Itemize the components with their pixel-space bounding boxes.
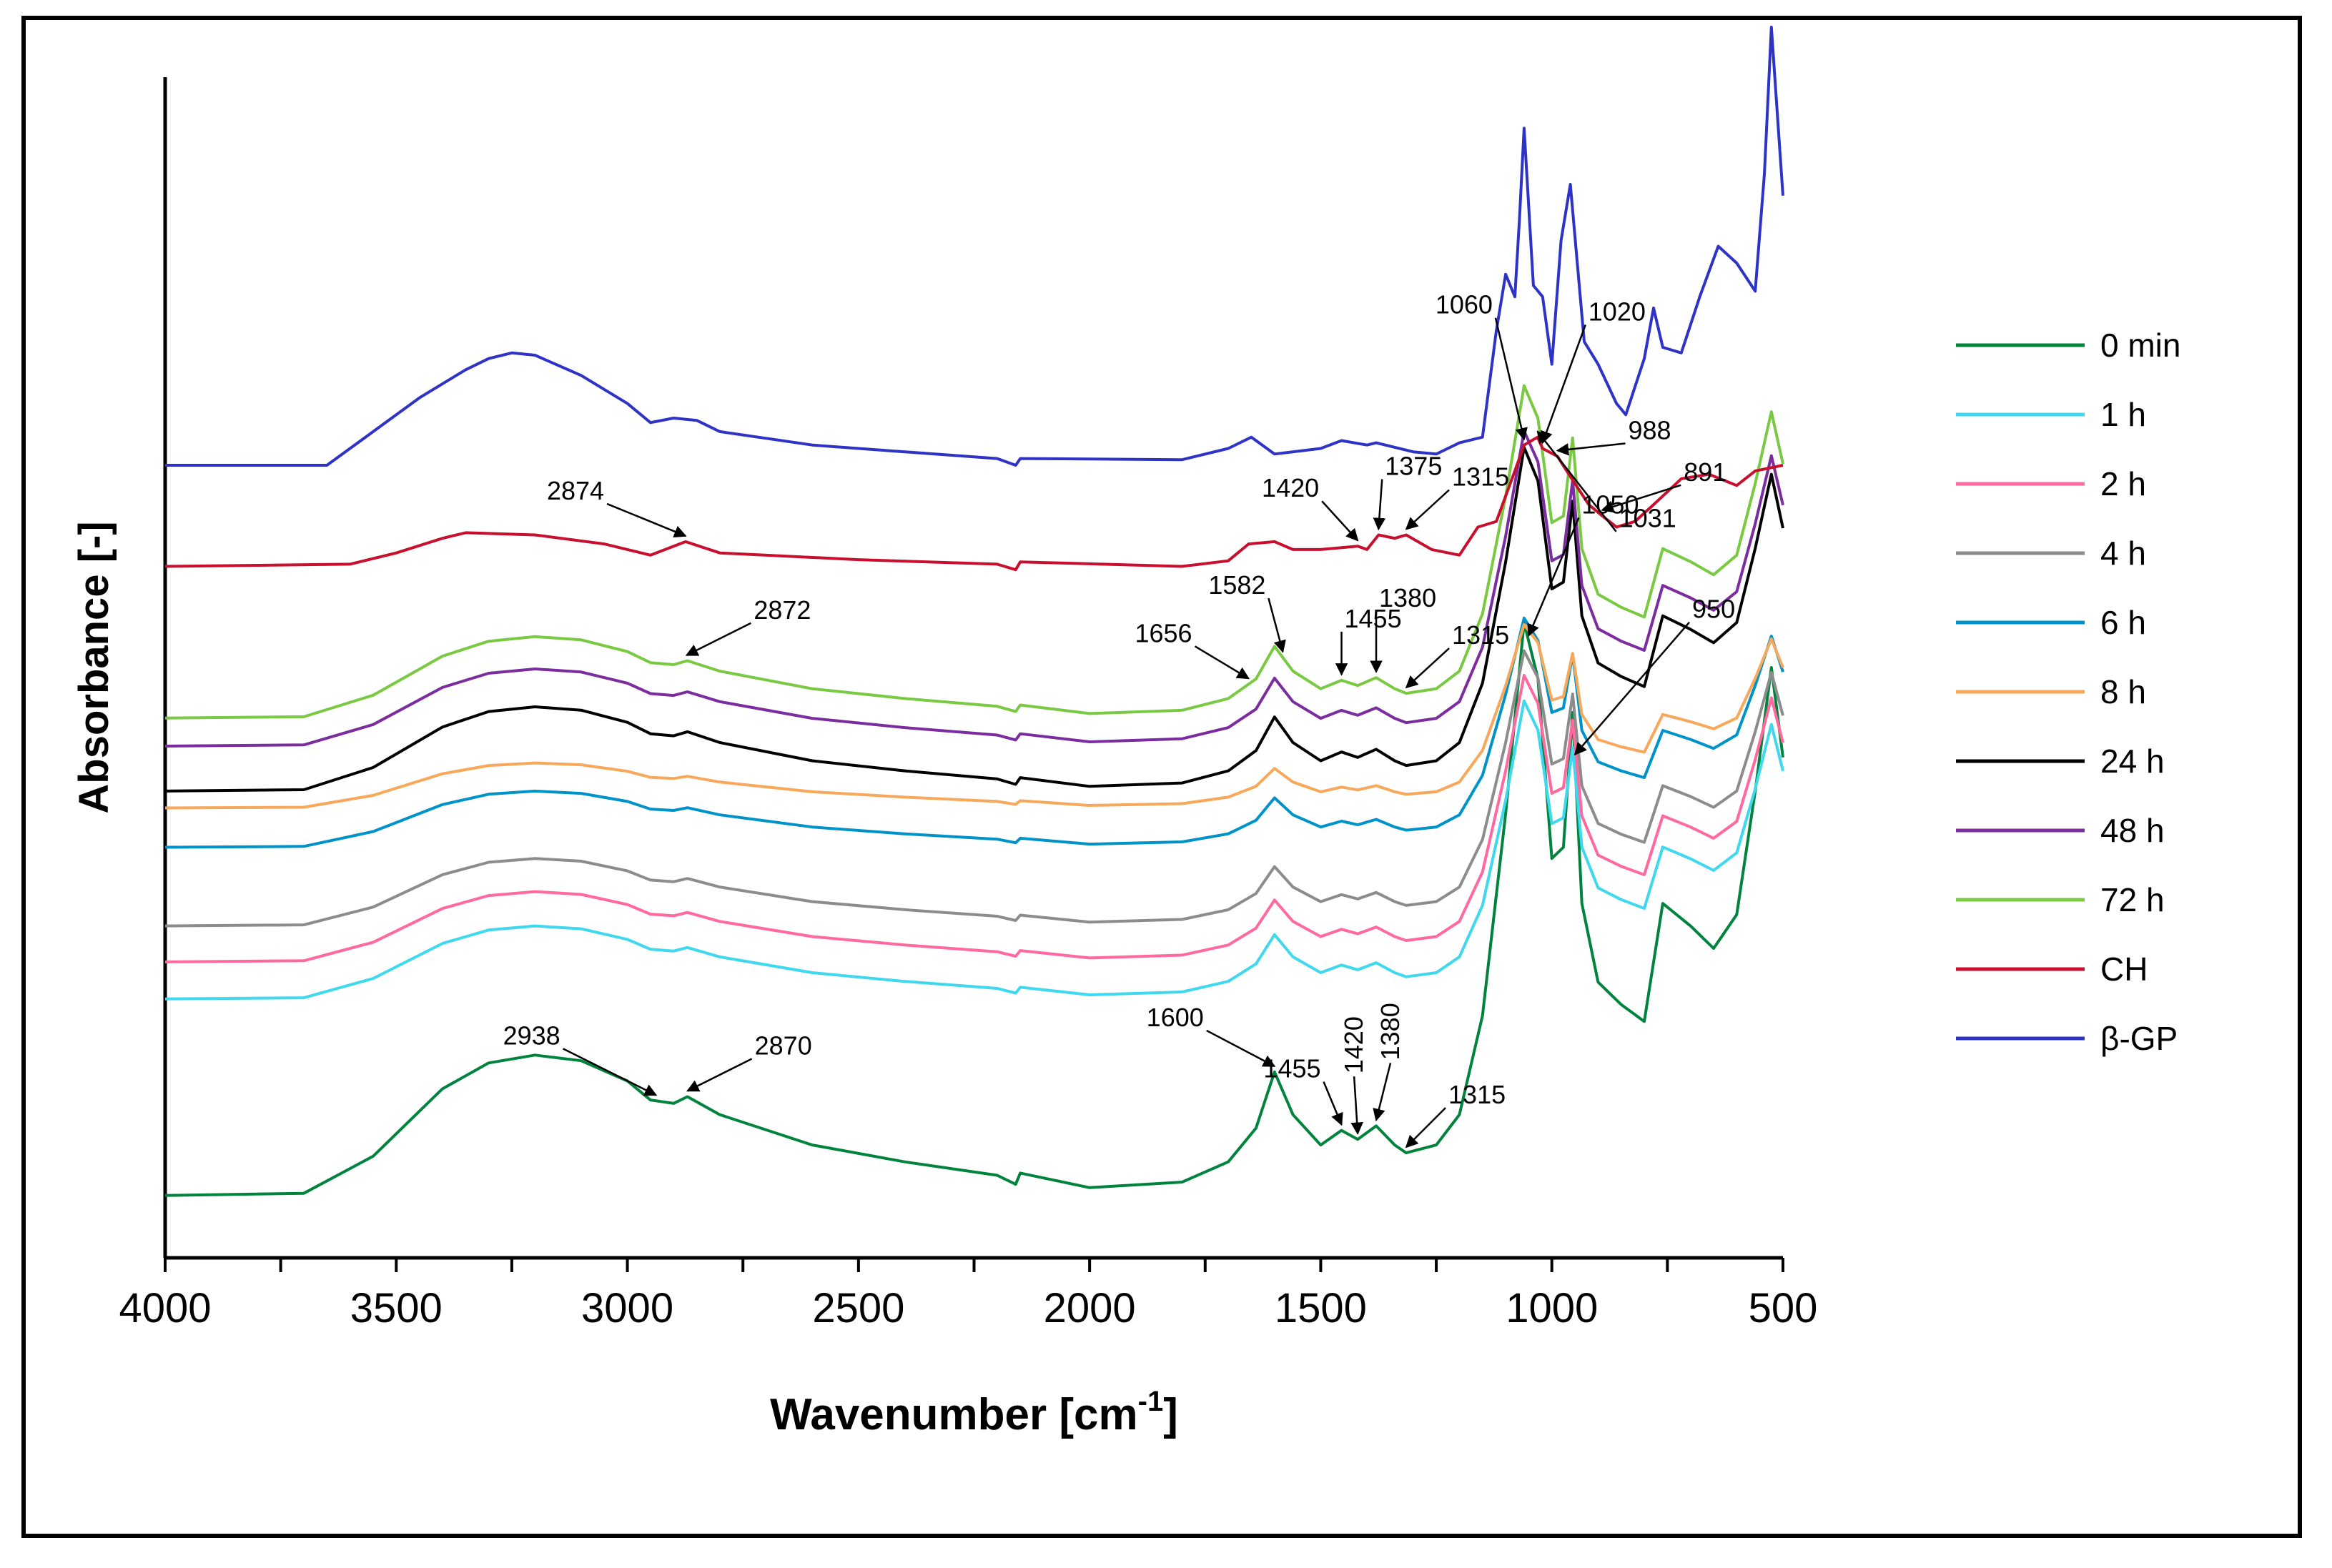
series-line-1-h: [164, 699, 1784, 1001]
annotation-label: 1600: [1147, 1003, 1204, 1032]
series-line--gp: [165, 26, 1784, 467]
legend-label: 24 h: [2100, 743, 2165, 780]
x-axis-title-main: Wavenumber [cm: [770, 1390, 1138, 1439]
annotation-label: 2870: [755, 1031, 812, 1061]
legend-label: 48 h: [2100, 812, 2165, 849]
series-line-48-h: [164, 430, 1784, 748]
x-axis-title-superscript: -1: [1138, 1386, 1164, 1417]
annotation-label: 1455: [1263, 1054, 1320, 1083]
legend-label: β-GP: [2100, 1020, 2178, 1057]
y-axis-title: Absorbance [-]: [71, 521, 117, 813]
annotation-arrow: [685, 622, 751, 656]
annotation-arrow: [606, 502, 687, 538]
annotation-arrow: [1405, 1107, 1446, 1148]
annotation-label: 2938: [503, 1021, 560, 1050]
x-tick-label: 1500: [1275, 1285, 1367, 1331]
annotation-arrow: [1527, 517, 1580, 637]
legend-label: 0 min: [2100, 327, 2180, 364]
annotation-label: 1315: [1452, 620, 1509, 650]
annotation-arrow: [1373, 1063, 1392, 1122]
legend-label: 8 h: [2100, 673, 2146, 710]
annotation-label: 2874: [547, 476, 604, 505]
annotation-label: 1455: [1345, 604, 1402, 633]
axes: 4000 3500 3000 2500 2000 1500 1000 500 Wavenumbe…: [71, 77, 1817, 1439]
series-line-0-min: [164, 621, 1784, 1197]
annotation-arrow: [1323, 1081, 1343, 1126]
x-tick-label: 4000: [119, 1285, 211, 1331]
series-line-ch: [164, 435, 1784, 572]
legend-label: CH: [2100, 951, 2148, 988]
annotation-arrow: [1536, 430, 1617, 532]
annotation-arrow: [1405, 489, 1450, 530]
x-tick-label: 2000: [1044, 1285, 1136, 1331]
annotation-label: 1380: [1375, 1003, 1405, 1060]
series-line-8-h: [164, 622, 1784, 810]
annotation-label: 1020: [1589, 297, 1646, 326]
annotation-label: 1375: [1385, 452, 1442, 481]
legend-label: 1 h: [2100, 396, 2146, 433]
x-tick-label: 1000: [1506, 1285, 1598, 1331]
annotation-arrow: [1556, 442, 1626, 456]
annotation-arrow: [1405, 647, 1450, 689]
series-line-4-h: [164, 649, 1784, 928]
annotation-arrow: [1194, 645, 1250, 680]
annotation-label: 988: [1628, 415, 1671, 445]
ftir-chart: 4000 3500 3000 2500 2000 1500 1000 500 Wavenumbe…: [71, 26, 2180, 1439]
annotation-arrow: [563, 1048, 658, 1096]
series-line-6-h: [164, 616, 1784, 849]
series-line-2-h: [164, 674, 1784, 963]
series-line-24-h: [164, 445, 1784, 793]
annotation-arrow: [1350, 1076, 1363, 1135]
x-tick-label: 3000: [581, 1285, 673, 1331]
legend: 0 min 1 h 2 h 4 h 6 h 8 h 24 h 48 h 72 h CH β-GP: [1956, 327, 2180, 1057]
annotation-arrow: [1573, 621, 1690, 756]
x-axis-title-end: ]: [1163, 1390, 1178, 1439]
x-tick-label: 3500: [350, 1285, 443, 1331]
annotation-label: 891: [1684, 457, 1726, 487]
annotation-arrow: [1494, 317, 1528, 441]
annotation-arrow: [1540, 324, 1586, 445]
annotation-label: 1420: [1339, 1016, 1368, 1073]
legend-label: 72 h: [2100, 881, 2165, 918]
annotation-arrow: [1321, 500, 1359, 542]
annotation-label: 1315: [1452, 462, 1509, 492]
annotation-arrow: [1268, 597, 1286, 653]
legend-label: 4 h: [2100, 535, 2146, 572]
x-tick-label: 500: [1749, 1285, 1818, 1331]
legend-label: 2 h: [2100, 465, 2146, 502]
annotation-arrow: [686, 1058, 753, 1092]
annotation-label: 1060: [1436, 290, 1493, 319]
annotation-arrow: [1373, 479, 1386, 531]
series-line-72-h: [164, 384, 1784, 720]
annotation-label: 1031: [1619, 504, 1676, 533]
annotation-label: 950: [1692, 595, 1735, 624]
annotation-label: 1420: [1262, 473, 1319, 502]
annotation-label: 2872: [754, 595, 811, 625]
series-layer: [164, 26, 1784, 1197]
annotation-label: 1582: [1208, 570, 1265, 600]
x-tick-label: 2500: [812, 1285, 904, 1331]
figure-frame: 4000 3500 3000 2500 2000 1500 1000 500 Wavenumbe…: [21, 16, 2302, 1538]
annotation-arrow: [1206, 1029, 1276, 1068]
legend-label: 6 h: [2100, 604, 2146, 641]
annotation-label: 1656: [1135, 618, 1192, 647]
annotation-arrow: [1601, 484, 1681, 513]
annotation-label: 1380: [1379, 583, 1436, 612]
annotation-label: 1315: [1448, 1080, 1506, 1109]
x-axis-title: Wavenumber [cm-1]: [770, 1386, 1178, 1439]
